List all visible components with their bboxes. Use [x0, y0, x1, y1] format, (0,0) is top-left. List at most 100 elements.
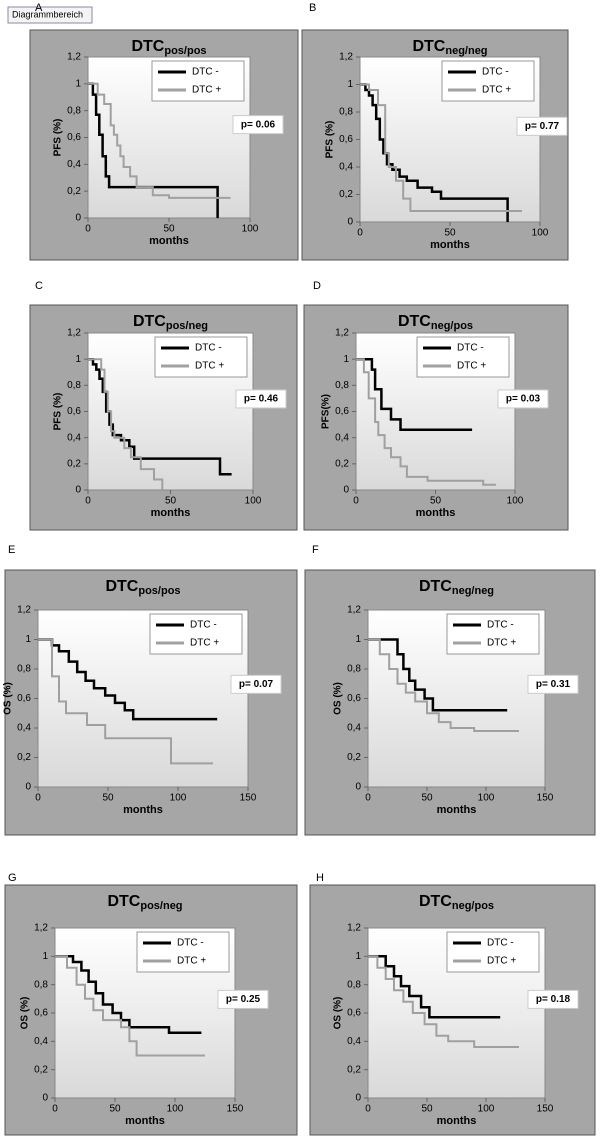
legend-box	[441, 60, 535, 102]
x-axis-label: months	[416, 507, 456, 519]
y-axis-label: OS (%)	[333, 997, 344, 1030]
y-tick-label: 0,4	[34, 1036, 48, 1047]
survival-curve	[88, 358, 164, 490]
title-main: DTC	[133, 313, 166, 330]
x-tick-label: 150	[227, 1104, 244, 1115]
p-value: p= 0.46	[244, 394, 279, 405]
panel-label: G	[8, 872, 17, 884]
y-tick-label: 0,8	[335, 380, 349, 391]
y-tick-label: 0,8	[347, 979, 361, 990]
p-value: p= 0.06	[241, 119, 276, 130]
legend-box	[446, 613, 540, 655]
y-tick-label: 1,2	[347, 923, 361, 934]
p-value-box	[230, 674, 282, 694]
x-tick-label: 0	[35, 793, 41, 804]
y-tick-label: 0,6	[339, 134, 353, 145]
y-tick-label: 0,4	[347, 723, 361, 734]
y-tick-label: 0,6	[34, 1008, 48, 1019]
legend-label: DTC -	[192, 67, 219, 78]
x-tick-label: 100	[507, 496, 524, 507]
survival-curve	[360, 83, 509, 222]
legend-label: DTC -	[487, 620, 514, 631]
title-main: DTC	[419, 893, 452, 910]
legend-label: DTC +	[195, 361, 224, 372]
chart-title: DTCneg/neg	[419, 578, 494, 597]
p-value: p= 0.77	[525, 121, 560, 132]
y-tick-label: 0,6	[347, 1008, 361, 1019]
legend-box	[136, 931, 230, 973]
y-tick-label: 0,2	[67, 186, 81, 197]
y-tick-label: 0,4	[339, 162, 353, 173]
y-tick-label: 0,8	[67, 380, 81, 391]
survival-curve	[368, 638, 508, 712]
title-main: DTC	[419, 578, 452, 595]
legend-label: DTC +	[487, 956, 516, 967]
title-sub: neg/neg	[445, 45, 487, 57]
x-axis-label: months	[123, 804, 163, 816]
y-tick-label: 0,2	[347, 1064, 361, 1075]
x-axis-label: months	[125, 1115, 165, 1127]
legend-label: DTC +	[190, 638, 219, 649]
legend-label: DTC +	[487, 638, 516, 649]
x-axis-label: months	[437, 804, 477, 816]
chart-title: DTCneg/pos	[419, 893, 494, 912]
y-tick-label: 0	[355, 782, 361, 793]
title-sub: neg/pos	[431, 320, 473, 332]
y-tick-label: 0,2	[17, 752, 31, 763]
legend-label: DTC -	[195, 343, 222, 354]
panel-label: A	[35, 2, 43, 14]
legend-box	[416, 336, 510, 378]
y-tick-label: 0	[75, 213, 81, 224]
legend-box	[149, 613, 243, 655]
y-tick-label: 1	[75, 78, 81, 89]
y-tick-label: 1,2	[67, 328, 81, 339]
y-tick-label: 1	[42, 951, 48, 962]
y-tick-label: 1	[25, 634, 31, 645]
y-tick-label: 0,6	[335, 406, 349, 417]
x-tick-label: 50	[421, 1104, 433, 1115]
legend-label: DTC +	[457, 361, 486, 372]
x-tick-label: 150	[537, 1104, 554, 1115]
x-tick-label: 150	[240, 793, 257, 804]
x-tick-label: 50	[165, 496, 177, 507]
y-tick-label: 0	[25, 782, 31, 793]
title-main: DTC	[398, 313, 431, 330]
y-tick-label: 1	[75, 354, 81, 365]
y-tick-label: 0,6	[67, 132, 81, 143]
legend-label: DTC -	[482, 67, 509, 78]
y-tick-label: 0	[343, 485, 349, 496]
title-sub: pos/pos	[138, 585, 180, 597]
x-tick-label: 0	[353, 496, 359, 507]
x-tick-label: 0	[85, 496, 91, 507]
y-tick-label: 0,2	[67, 458, 81, 469]
legend-label: DTC -	[457, 343, 484, 354]
y-tick-label: 0,2	[339, 189, 353, 200]
survival-curve	[368, 638, 519, 732]
p-value: p= 0.31	[536, 679, 571, 690]
y-tick-label: 1,2	[17, 605, 31, 616]
panel-label: B	[309, 2, 316, 14]
chart-title: DTCpos/pos	[131, 38, 206, 57]
x-tick-label: 0	[85, 224, 91, 235]
title-sub: neg/neg	[452, 585, 494, 597]
x-tick-label: 50	[102, 793, 114, 804]
title-main: DTC	[412, 38, 445, 55]
p-value-box	[527, 674, 579, 694]
legend-box	[446, 931, 540, 973]
y-tick-label: 0,2	[34, 1064, 48, 1075]
p-value-box	[527, 989, 579, 1009]
x-tick-label: 50	[163, 224, 175, 235]
tooltip-box	[7, 6, 93, 24]
y-tick-label: 0,4	[67, 159, 81, 170]
y-tick-label: 0	[42, 1093, 48, 1104]
p-value-box	[235, 389, 287, 409]
p-value-box	[217, 989, 269, 1009]
y-tick-label: 0,4	[347, 1036, 361, 1047]
x-tick-label: 0	[365, 793, 371, 804]
legend-label: DTC -	[190, 620, 217, 631]
x-tick-label: 50	[109, 1104, 121, 1115]
x-tick-label: 100	[532, 228, 549, 239]
x-axis-label: months	[149, 235, 189, 247]
title-main: DTC	[105, 578, 138, 595]
